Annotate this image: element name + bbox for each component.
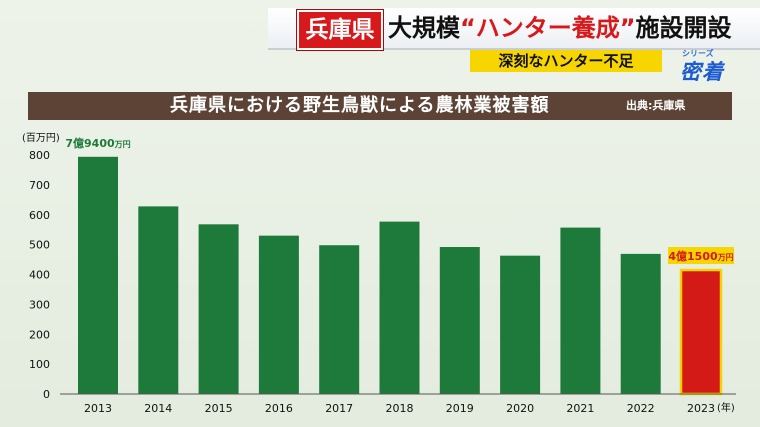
x-axis-label: (年) [717, 401, 735, 414]
logo-text: 密着 [680, 60, 724, 84]
x-tick-label: 2019 [446, 402, 474, 415]
y-tick-label: 200 [29, 328, 50, 341]
x-tick-label: 2021 [566, 402, 594, 415]
bar-2019 [439, 247, 480, 394]
y-tick-label: 0 [43, 388, 50, 401]
bar-2017 [319, 245, 360, 394]
bar-2023 [679, 268, 723, 396]
chart-title: 兵庫県における野生鳥獣による農林業被害額 [170, 95, 550, 116]
bar-2016 [258, 235, 299, 394]
x-tick-label: 2015 [205, 402, 233, 415]
bar-2018 [379, 221, 420, 394]
bar-2020 [500, 255, 541, 394]
data-label-2013: 7億9400万円 [65, 136, 130, 150]
y-tick-label: 500 [29, 239, 50, 252]
bar-2021 [560, 227, 601, 394]
x-tick-label: 2017 [325, 402, 353, 415]
chart-source: 出典:兵庫県 [626, 99, 686, 112]
data-label-highlight-bg [668, 247, 734, 265]
logo-series-label: シリーズ [682, 49, 714, 58]
y-tick-label: 600 [29, 209, 50, 222]
bar-2015 [198, 224, 239, 394]
series-logo: シリーズ 密着 [676, 48, 734, 84]
headline-post: 施設開設 [635, 14, 732, 42]
headline: 大規模“ハンター養成”施設開設 [388, 10, 732, 46]
chart-title-bar: 兵庫県における野生鳥獣による農林業被害額 出典:兵庫県 [28, 92, 732, 120]
y-axis-label: (百万円) [22, 132, 60, 144]
bar-2014 [138, 206, 179, 394]
y-tick-label: 300 [29, 298, 50, 311]
bar-2022 [620, 253, 661, 394]
y-tick-label: 800 [29, 149, 50, 162]
y-tick-label: 700 [29, 179, 50, 192]
x-tick-label: 2016 [265, 402, 293, 415]
headline-pre: 大規模 [388, 14, 460, 42]
location-tag: 兵庫県 [297, 10, 383, 50]
bar-2013 [78, 156, 118, 394]
x-tick-label: 2023 [687, 402, 715, 415]
y-tick-label: 100 [29, 358, 50, 371]
headline-highlight: “ハンター養成” [460, 14, 636, 42]
x-tick-label: 2018 [386, 402, 414, 415]
x-tick-label: 2014 [144, 402, 172, 415]
subheading: 深刻なハンター不足 [470, 50, 662, 72]
x-tick-label: 2020 [506, 402, 534, 415]
x-tick-label: 2013 [84, 402, 112, 415]
data-label-2023: 4億1500万円 [668, 249, 733, 263]
x-tick-label: 2022 [627, 402, 655, 415]
y-tick-label: 400 [29, 269, 50, 282]
